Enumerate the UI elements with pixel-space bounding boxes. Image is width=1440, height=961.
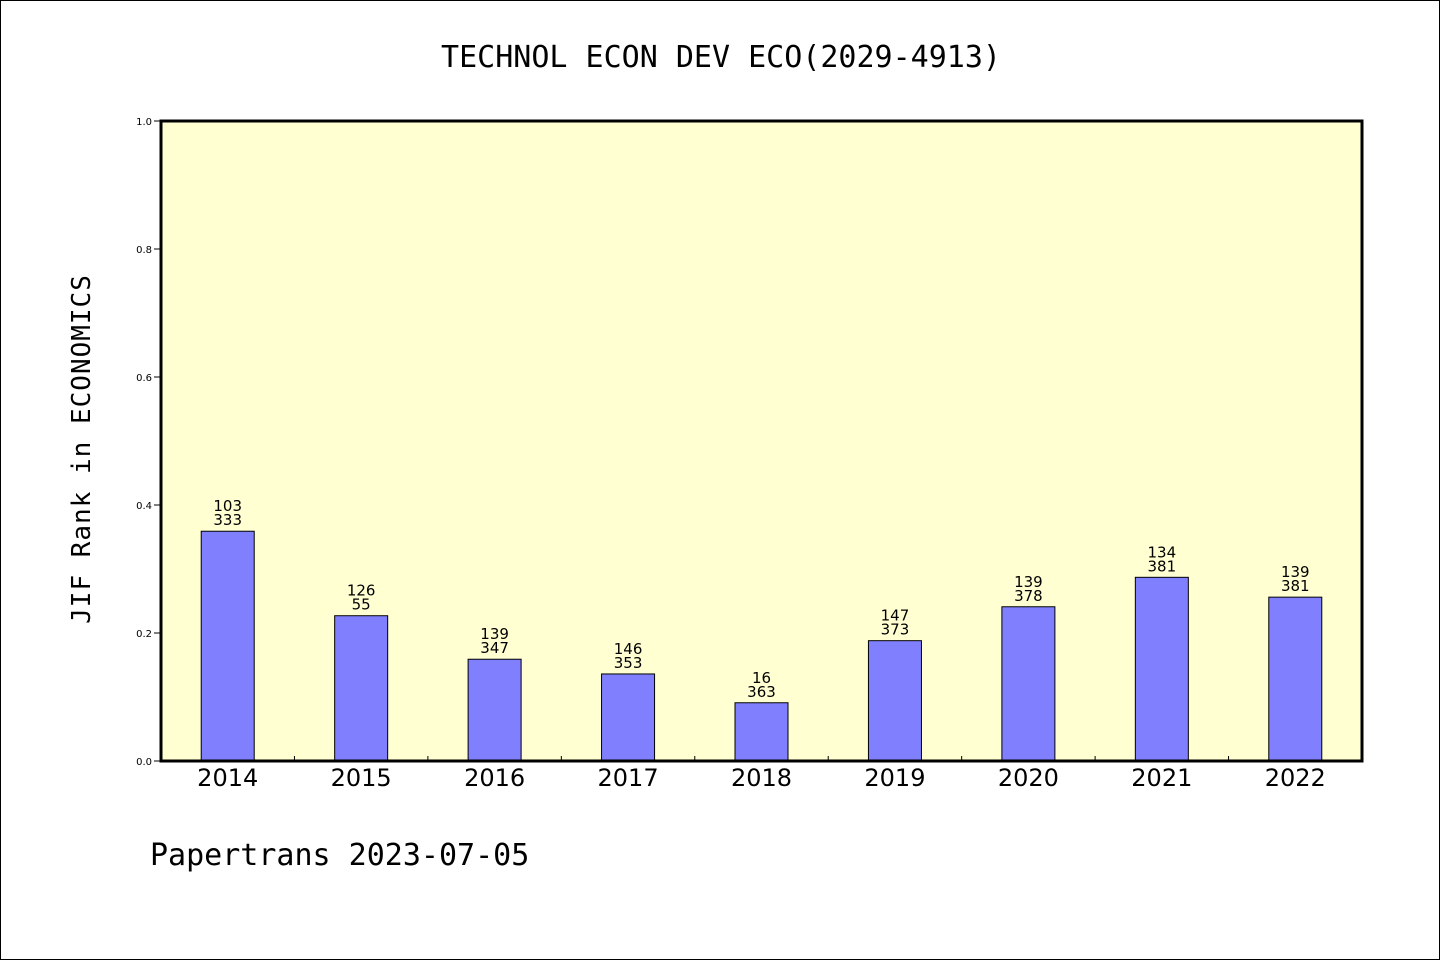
bar — [867, 640, 922, 762]
bar-rank-label: 139 — [1014, 573, 1043, 591]
x-axis: 2014 2015 2016 2017 2018 2019 2020 2021 2022 — [197, 756, 1326, 792]
bar-total-label: 55 — [352, 596, 371, 614]
y-tick-label: 0.0 — [136, 757, 152, 768]
x-tick-label: 2014 — [197, 764, 258, 792]
bars — [200, 530, 1323, 762]
bar — [467, 658, 522, 762]
y-tick-label: 0.8 — [136, 245, 152, 256]
bar-total-label: 347 — [480, 639, 509, 657]
bar-rank-label: 147 — [881, 607, 910, 625]
bar-total-label: 381 — [1281, 577, 1310, 595]
bar — [200, 530, 255, 762]
bar-total-label: 353 — [614, 654, 643, 672]
y-tick-label: 0.6 — [136, 373, 152, 384]
bar-rank-label: 103 — [213, 497, 242, 515]
bar-total-label: 333 — [213, 511, 242, 529]
bar — [1268, 596, 1323, 762]
bar-total-label: 363 — [747, 683, 776, 701]
y-axis-label: JIF Rank in ECONOMICS — [67, 274, 97, 624]
y-tick-label: 0.2 — [136, 629, 152, 640]
x-tick-label: 2016 — [464, 764, 525, 792]
x-tick-label: 2019 — [864, 764, 925, 792]
bar — [334, 615, 389, 762]
bar-rank-label: 134 — [1148, 543, 1177, 561]
bar — [601, 673, 656, 762]
plot-border — [159, 119, 1364, 763]
bar-total-label: 373 — [881, 621, 910, 639]
y-axis: 0.0 0.2 0.4 0.6 0.8 1.0 — [136, 117, 161, 768]
x-tick-label: 2017 — [598, 764, 659, 792]
chart-title: TECHNOL ECON DEV ECO(2029-4913) — [441, 40, 1001, 75]
bar-rank-label: 139 — [480, 625, 509, 643]
x-tick-label: 2020 — [998, 764, 1059, 792]
bar-rank-label: 139 — [1281, 563, 1310, 581]
y-tick-label: 1.0 — [136, 117, 152, 128]
bar — [1001, 606, 1056, 762]
y-tick-label: 0.4 — [136, 501, 152, 512]
bar-rank-label: 146 — [614, 640, 643, 658]
bar-total-label: 378 — [1014, 587, 1043, 605]
bar-total-label: 381 — [1148, 557, 1177, 575]
bar-rank-label: 16 — [752, 669, 771, 687]
x-tick-label: 2018 — [731, 764, 792, 792]
footer-text: Papertrans 2023-07-05 — [150, 838, 529, 873]
bar-rank-label: 126 — [347, 582, 376, 600]
x-tick-label: 2015 — [331, 764, 392, 792]
bar — [1134, 576, 1189, 762]
x-tick-label: 2022 — [1265, 764, 1326, 792]
bar — [734, 702, 789, 762]
x-tick-label: 2021 — [1131, 764, 1192, 792]
